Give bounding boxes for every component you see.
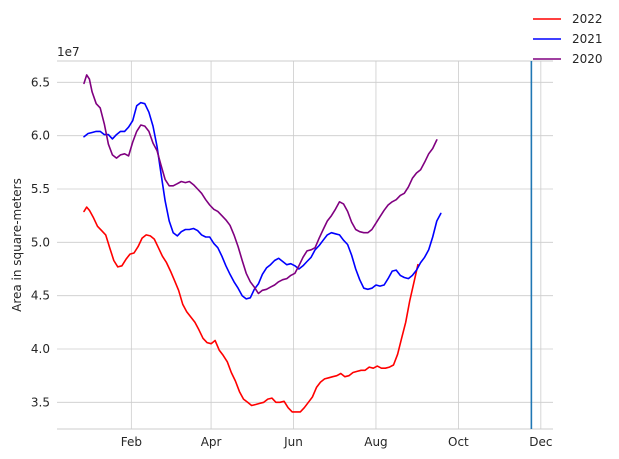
series-line-2021 <box>83 101 442 300</box>
x-tick-label: Jun <box>283 435 303 449</box>
y-tick-labels: 3.5 4.0 4.5 5.0 5.5 6.0 6.5 <box>31 75 50 409</box>
series-layer <box>83 74 442 413</box>
legend-label-2022: 2022 <box>572 12 603 26</box>
y-axis-label: Area in square-meters <box>10 178 24 312</box>
grid-lines <box>57 61 553 429</box>
legend-label-2021: 2021 <box>572 32 603 46</box>
x-tick-label: Dec <box>529 435 552 449</box>
x-tick-label: Oct <box>448 435 469 449</box>
y-tick-label: 6.5 <box>31 75 50 89</box>
y-tick-label: 4.0 <box>31 342 50 356</box>
legend-label-2020: 2020 <box>572 52 603 66</box>
x-tick-label: Feb <box>121 435 142 449</box>
y-offset-label: 1e7 <box>57 45 80 59</box>
series-line-2020 <box>83 74 438 295</box>
y-tick-label: 5.0 <box>31 235 50 249</box>
series-line-2022 <box>83 206 419 413</box>
x-tick-labels: Feb Apr Jun Aug Oct Dec <box>121 435 553 449</box>
y-tick-label: 4.5 <box>31 289 50 303</box>
legend: 2022 2021 2020 <box>533 12 603 66</box>
x-tick-label: Apr <box>201 435 222 449</box>
y-tick-label: 6.0 <box>31 129 50 143</box>
plot-frame <box>57 60 553 430</box>
x-tick-label: Aug <box>364 435 387 449</box>
y-tick-label: 5.5 <box>31 182 50 196</box>
y-tick-label: 3.5 <box>31 395 50 409</box>
